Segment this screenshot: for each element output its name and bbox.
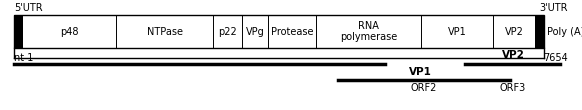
Text: VP2: VP2 (505, 27, 523, 37)
Text: VP1: VP1 (448, 27, 466, 37)
Bar (535, 15, 544, 48)
Text: RNA
polymerase: RNA polymerase (340, 21, 397, 42)
Text: Poly (A): Poly (A) (547, 27, 582, 37)
Text: Protease: Protease (271, 27, 313, 37)
Bar (14, 15, 544, 48)
Text: ORF3: ORF3 (500, 83, 526, 93)
Text: p48: p48 (61, 27, 79, 37)
Text: 3'UTR: 3'UTR (540, 3, 568, 13)
Text: nt 1: nt 1 (14, 53, 33, 63)
Bar (14, 15, 23, 48)
Text: VP2: VP2 (502, 50, 524, 60)
Text: VPg: VPg (246, 27, 264, 37)
Text: VP1: VP1 (409, 67, 431, 77)
Text: p22: p22 (218, 27, 237, 37)
Text: 7654: 7654 (543, 53, 568, 63)
Text: 5'UTR: 5'UTR (14, 3, 42, 13)
Text: ORF2: ORF2 (411, 83, 437, 93)
Text: NTPase: NTPase (147, 27, 183, 37)
